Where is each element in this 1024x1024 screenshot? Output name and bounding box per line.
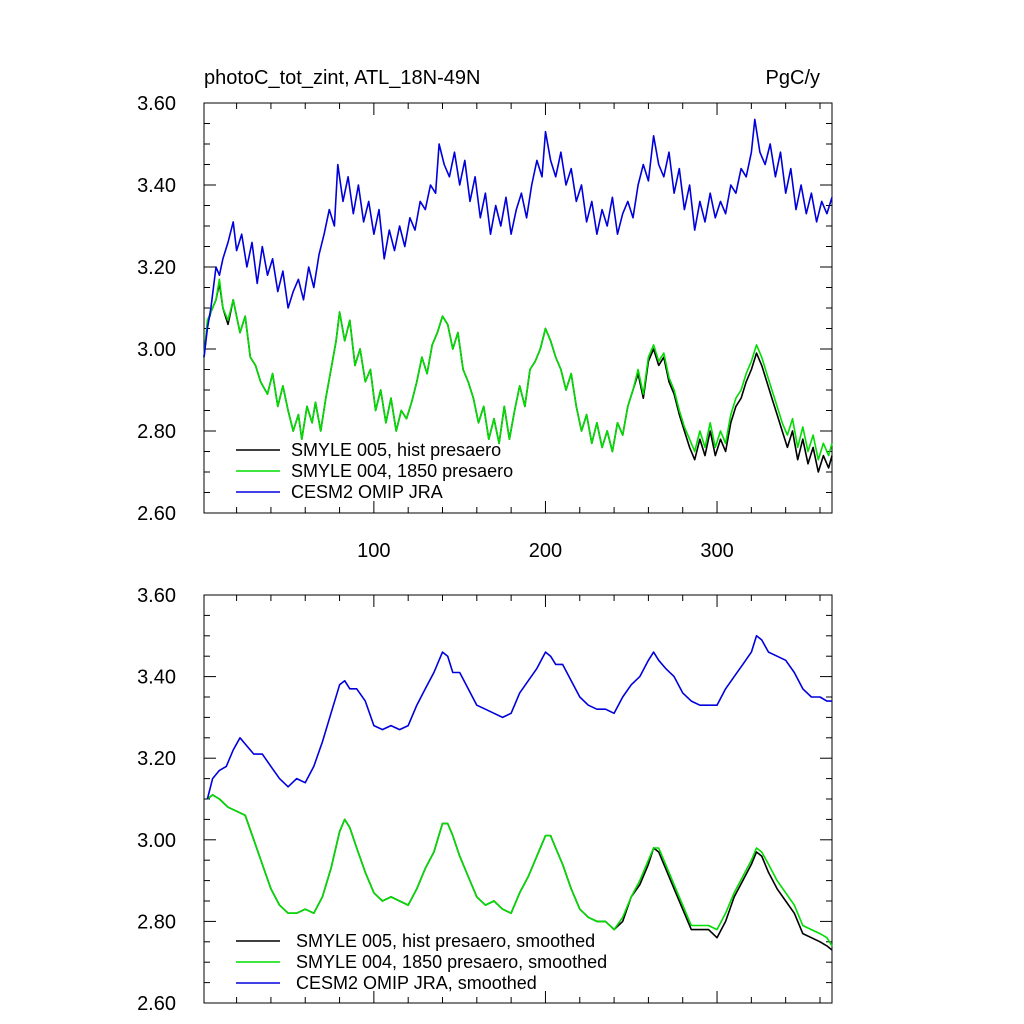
- y-tick-label: 3.20: [137, 257, 176, 279]
- legend-label: CESM2 OMIP JRA, smoothed: [296, 973, 537, 993]
- legend-label: SMYLE 004, 1850 presaero: [291, 461, 513, 481]
- top-panel: 3.60 3.40 3.20 3.00 2.80 2.60 100 200 300 SMYLE 0…: [137, 93, 833, 562]
- y-tick-label: 2.80: [137, 421, 176, 443]
- series-line: [206, 794, 833, 951]
- series-line: [206, 635, 832, 800]
- y-tick-label: 3.00: [137, 830, 176, 852]
- y-tick-label: 3.40: [137, 667, 176, 689]
- legend-label: SMYLE 005, hist presaero, smoothed: [296, 931, 595, 951]
- x-tick-label: 300: [700, 540, 733, 562]
- legend-label: SMYLE 004, 1850 presaero, smoothed: [296, 952, 607, 972]
- y-tick-label: 2.60: [137, 503, 176, 525]
- y-tick-label: 3.20: [137, 748, 176, 770]
- x-tick-label: 200: [529, 540, 562, 562]
- legend-label: CESM2 OMIP JRA: [291, 482, 443, 502]
- y-tick-label: 2.60: [137, 993, 176, 1015]
- x-tick-label: 100: [357, 540, 390, 562]
- y-tick-label: 3.60: [137, 93, 176, 115]
- y-tick-label: 3.60: [137, 585, 176, 607]
- bottom-panel: 3.60 3.40 3.20 3.00 2.80 2.60 SMYLE 005, hist …: [137, 585, 833, 1015]
- chart-title-left: photoC_tot_zint, ATL_18N-49N: [204, 67, 480, 89]
- y-tick-label: 3.40: [137, 175, 176, 197]
- series-line: [203, 278, 833, 461]
- series-line: [206, 794, 833, 947]
- y-tick-label: 3.00: [137, 339, 176, 361]
- chart-title-right: PgC/y: [766, 67, 820, 89]
- legend-label: SMYLE 005, hist presaero: [291, 440, 501, 460]
- y-tick-label: 2.80: [137, 911, 176, 933]
- series-line: [203, 118, 833, 358]
